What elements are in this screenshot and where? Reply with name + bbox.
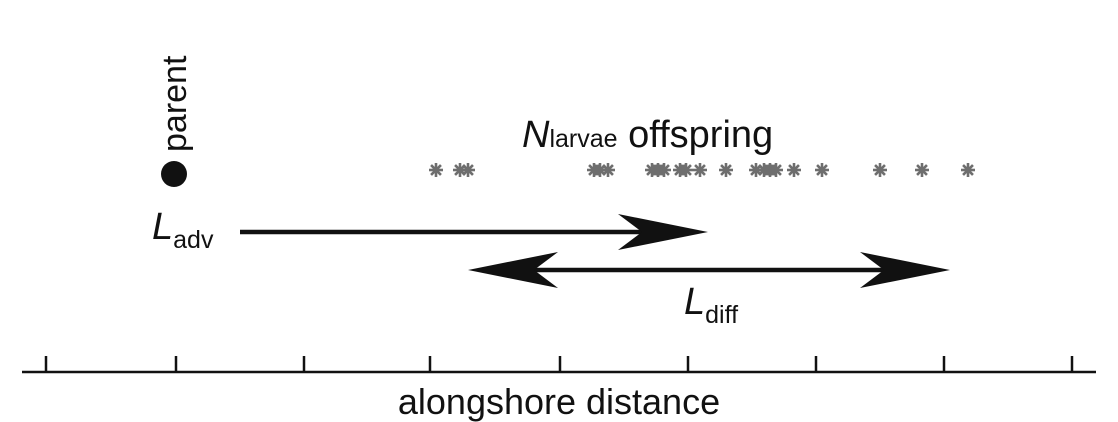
- axis-ticks: [44, 356, 1074, 372]
- offspring-marker: [961, 163, 975, 177]
- diffusion-subscript: diff: [705, 301, 739, 329]
- offspring-marker: [873, 163, 887, 177]
- offspring-symbol: N: [522, 114, 550, 156]
- advection-subscript: adv: [173, 226, 214, 254]
- parent-dot: [161, 161, 187, 187]
- offspring-marker: [429, 163, 443, 177]
- offspring-marker: [461, 163, 475, 177]
- offspring-marker: [657, 163, 671, 177]
- offspring-suffix: offspring: [617, 114, 774, 156]
- diffusion-arrow: [468, 252, 950, 288]
- offspring-marker: [679, 163, 693, 177]
- offspring-marker: [815, 163, 829, 177]
- advection-label: Ladv: [152, 206, 213, 253]
- offspring-label: Nlarvae offspring: [522, 116, 773, 154]
- offspring-marker: [787, 163, 801, 177]
- diffusion-label: Ldiff: [684, 281, 738, 328]
- axis-title: alongshore distance: [397, 381, 721, 422]
- diffusion-symbol: L: [684, 281, 706, 323]
- offspring-marker: [915, 163, 929, 177]
- offspring-markers: [429, 163, 975, 177]
- offspring-marker: [719, 163, 733, 177]
- advection-arrow: [240, 214, 708, 250]
- diffusion-head-left: [468, 252, 558, 288]
- offspring-marker: [693, 163, 707, 177]
- offspring-marker: [601, 163, 615, 177]
- parent-label: parent: [156, 55, 194, 152]
- advection-head: [618, 214, 708, 250]
- offspring-subscript: larvae: [549, 125, 618, 153]
- advection-symbol: L: [152, 206, 174, 248]
- offspring-marker: [769, 163, 783, 177]
- diffusion-head-right: [860, 252, 950, 288]
